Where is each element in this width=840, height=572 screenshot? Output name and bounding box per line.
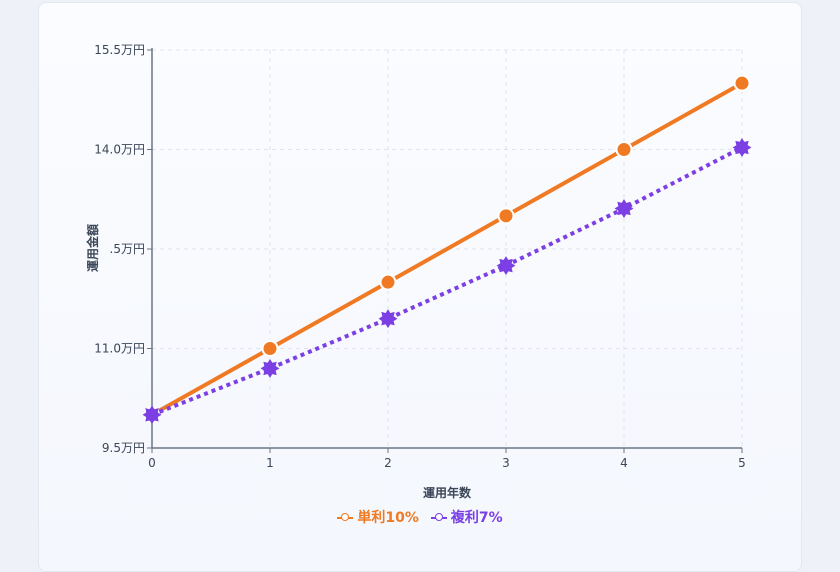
series-line-0 bbox=[151, 81, 743, 417]
y-tick-label: 15.5万円 bbox=[94, 43, 145, 57]
legend-label-compound: 複利7% bbox=[450, 510, 503, 526]
series-point-0 bbox=[261, 340, 279, 357]
series-point-1 bbox=[260, 358, 280, 378]
series-point-0 bbox=[379, 273, 397, 291]
x-tick-label: 2 bbox=[384, 456, 392, 470]
y-tick-label: 9.5万円 bbox=[102, 441, 145, 455]
legend-swatch-compound bbox=[430, 511, 447, 523]
x-tick-label: 3 bbox=[502, 456, 510, 470]
y-axis-title: 運用金額 bbox=[85, 224, 100, 272]
series-line-1 bbox=[151, 145, 743, 417]
y-tick-label: 11.0万円 bbox=[94, 342, 145, 356]
series-layer bbox=[142, 74, 752, 425]
x-tick-labels: 0 1 2 3 4 5 bbox=[148, 456, 746, 470]
y-tick-label: .5万円 bbox=[110, 242, 145, 256]
x-tick-label: 5 bbox=[738, 456, 746, 470]
x-tick-label: 0 bbox=[148, 456, 156, 470]
chart-card bbox=[38, 2, 802, 572]
legend-item-simple[interactable]: 単利10% bbox=[337, 507, 419, 527]
legend-label-simple: 単利10% bbox=[357, 510, 419, 526]
series-point-0 bbox=[733, 74, 751, 92]
legend-swatch-simple bbox=[337, 511, 354, 523]
series-point-1 bbox=[142, 405, 162, 425]
series-point-0 bbox=[615, 141, 633, 158]
x-tick-label: 1 bbox=[266, 456, 274, 470]
x-tick-label: 4 bbox=[620, 456, 628, 470]
y-tick-labels: 9.5万円 11.0万円 .5万円 14.0万円 15.5万円 bbox=[94, 43, 145, 455]
legend-item-compound[interactable]: 複利7% bbox=[430, 507, 503, 527]
series-point-1 bbox=[378, 309, 398, 329]
axes bbox=[147, 48, 743, 453]
series-point-1 bbox=[614, 199, 634, 218]
legend: 単利10% 複利7% bbox=[0, 507, 840, 527]
grid bbox=[152, 49, 743, 448]
y-tick-label: 14.0万円 bbox=[94, 143, 145, 157]
series-point-1 bbox=[496, 256, 516, 276]
series-point-1 bbox=[732, 138, 752, 157]
x-axis-title: 運用年数 bbox=[423, 485, 472, 500]
series-point-0 bbox=[497, 207, 515, 225]
